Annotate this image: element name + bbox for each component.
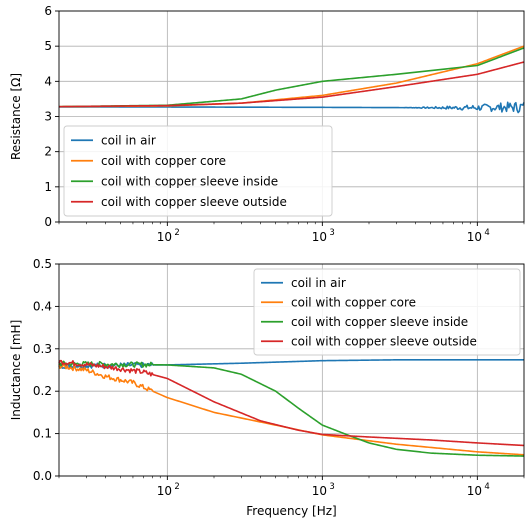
x-tick-label: 10: [312, 484, 327, 498]
y-tick-label: 0.5: [33, 257, 52, 271]
y-tick-label: 0.3: [33, 342, 52, 356]
x-tick-label: 10: [312, 230, 327, 244]
legend-entry: coil with copper sleeve inside: [101, 174, 278, 188]
resistance-legend: coil in air coil with copper core coil wit…: [63, 125, 333, 217]
inductance-legend: coil in air coil with copper core coil wit…: [253, 268, 521, 356]
x-tick-label: 10: [467, 484, 482, 498]
legend-entry: coil in air: [101, 133, 156, 147]
x-tick-label: 10: [467, 230, 482, 244]
legend-entry: coil with copper core: [291, 295, 416, 309]
series-line: [59, 101, 525, 114]
x-tick-exponent: 4: [484, 482, 489, 492]
y-tick-label: 0.1: [33, 427, 52, 441]
x-tick-label: 10: [157, 230, 172, 244]
legend-box: [63, 125, 333, 217]
y-tick-label: 3: [44, 110, 52, 124]
inductance-series: [58, 359, 525, 457]
resistance-series: [58, 45, 525, 114]
series-line: [58, 359, 524, 369]
x-tick-exponent: 2: [174, 228, 179, 238]
y-tick-label: 6: [44, 4, 52, 18]
series-line: [58, 359, 525, 447]
frequency-xlabel: Frequency [Hz]: [246, 504, 337, 518]
series-line: [59, 45, 525, 108]
legend-entry: coil with copper core: [101, 154, 226, 168]
y-tick-label: 0: [44, 215, 52, 229]
legend-box: [253, 268, 521, 356]
legend-entry: coil in air: [291, 276, 346, 290]
x-tick-label: 10: [157, 484, 172, 498]
inductance-ylabel: Inductance [mH]: [9, 320, 23, 421]
legend-entry: coil with copper sleeve outside: [291, 334, 477, 348]
y-tick-label: 5: [44, 39, 52, 53]
series-line: [58, 61, 525, 108]
y-tick-label: 0.4: [33, 299, 52, 313]
inductance-plot: 10 2 10 3 10 40.00.10.20.30.40.5 Inductance […: [9, 257, 525, 518]
y-tick-label: 0.0: [33, 469, 52, 483]
inductance-axes-frame: [58, 263, 525, 477]
y-tick-label: 4: [44, 74, 52, 88]
y-tick-label: 0.2: [33, 384, 52, 398]
x-tick-exponent: 3: [329, 482, 334, 492]
y-tick-label: 2: [44, 145, 52, 159]
x-tick-exponent: 2: [174, 482, 179, 492]
y-tick-label: 1: [44, 180, 52, 194]
series-line: [58, 360, 525, 457]
resistance-ylabel: Resistance [Ω]: [9, 73, 23, 160]
legend-entry: coil with copper sleeve outside: [101, 195, 287, 209]
x-tick-exponent: 4: [484, 228, 489, 238]
legend-entry: coil with copper sleeve inside: [291, 315, 468, 329]
x-tick-exponent: 3: [329, 228, 334, 238]
inductance-ticks: 10 2 10 3 10 40.00.10.20.30.40.5: [33, 257, 525, 498]
